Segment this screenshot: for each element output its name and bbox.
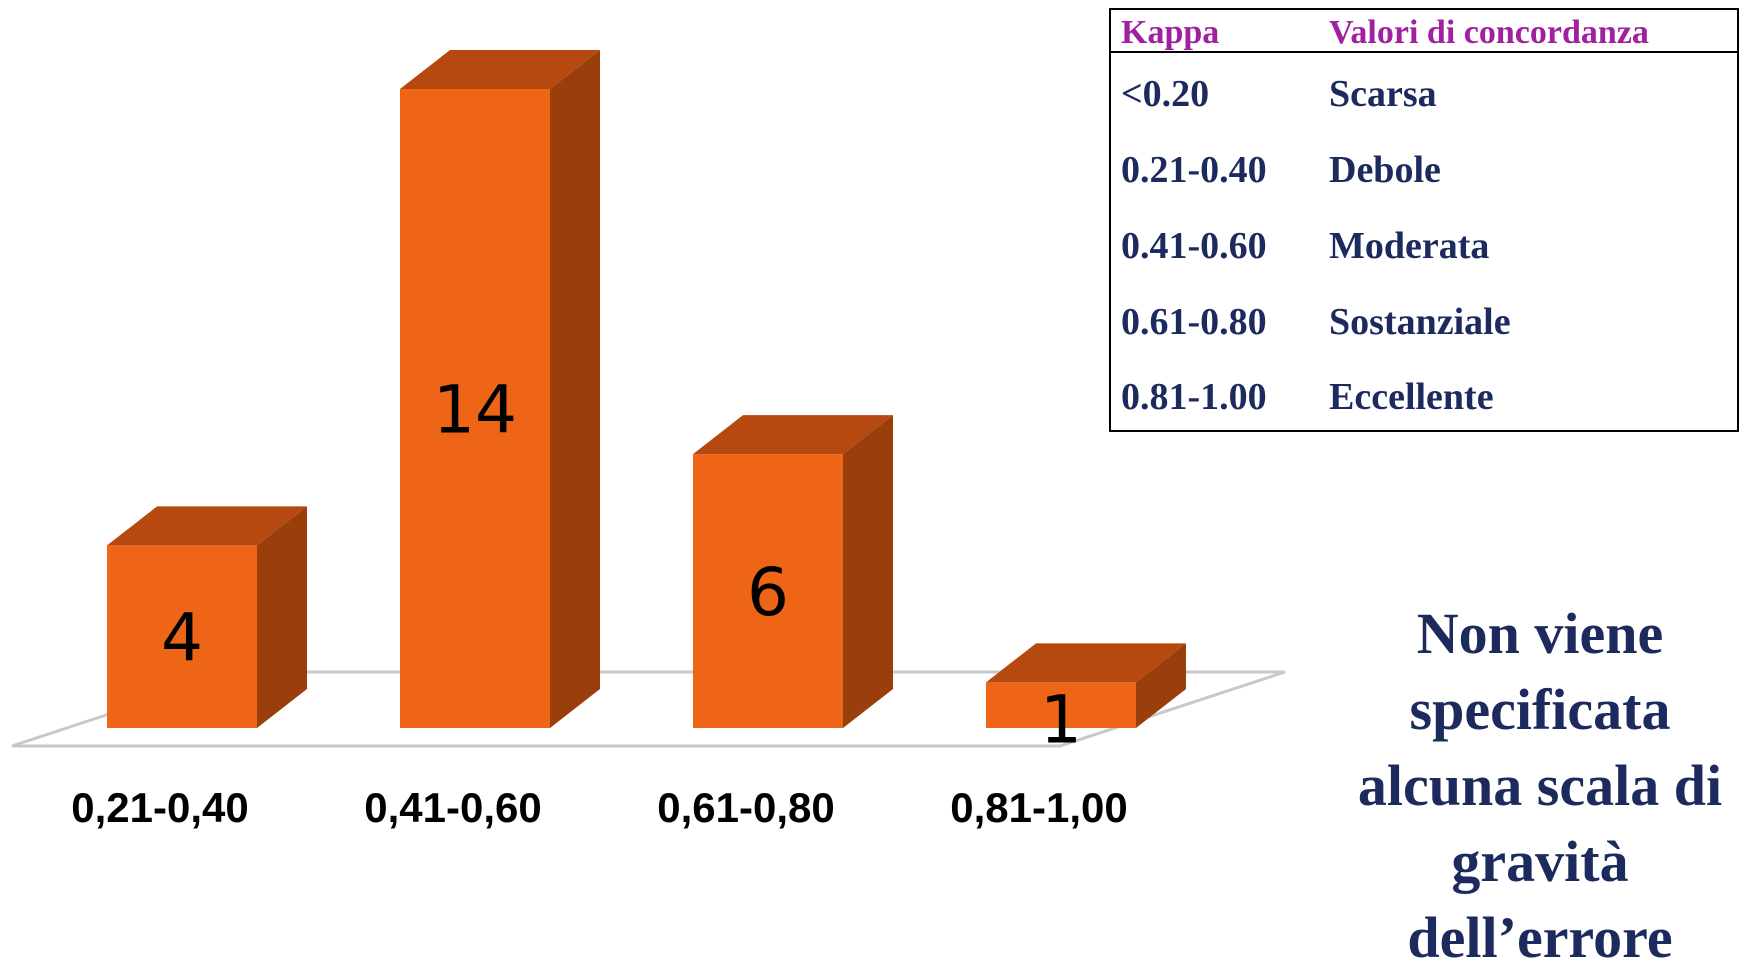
bar-top bbox=[986, 643, 1186, 683]
kappa-agreement: Sostanziale bbox=[1329, 301, 1511, 343]
bar-side bbox=[843, 415, 893, 728]
kappa-range: <0.20 bbox=[1121, 73, 1210, 115]
bar-side bbox=[1136, 643, 1186, 728]
kappa-range: 0.41-0.60 bbox=[1121, 225, 1267, 267]
bar-front bbox=[986, 682, 1136, 728]
bar-top bbox=[107, 506, 307, 546]
note-line: specificata bbox=[1409, 677, 1671, 742]
bar-front bbox=[400, 89, 550, 728]
kappa-range: 0.81-1.00 bbox=[1121, 376, 1267, 418]
data-label: 4 bbox=[161, 600, 203, 677]
bar bbox=[693, 415, 893, 728]
kappa-agreement: Moderata bbox=[1329, 225, 1490, 267]
note-line: Non viene bbox=[1416, 601, 1664, 666]
category-label: 0,61-0,80 bbox=[657, 784, 834, 831]
note-line: dell’errore bbox=[1407, 905, 1673, 970]
bar bbox=[107, 506, 307, 728]
kappa-legend-table: Kappa Valori di concordanza <0.20 Scarsa… bbox=[1109, 8, 1739, 432]
category-axis-labels: 0,21-0,40 0,41-0,60 0,61-0,80 0,81-1,00 bbox=[71, 784, 1127, 831]
kappa-table-header: Kappa Valori di concordanza bbox=[1111, 10, 1737, 53]
bar bbox=[400, 50, 600, 728]
note-line: alcuna scala di bbox=[1357, 753, 1723, 818]
category-label: 0,81-1,00 bbox=[950, 784, 1127, 831]
kappa-agreement: Scarsa bbox=[1329, 73, 1437, 115]
data-label: 14 bbox=[433, 372, 517, 449]
table-row: 0.81-1.00 Eccellente bbox=[1111, 361, 1737, 437]
bar-top bbox=[400, 50, 600, 89]
header-valori: Valori di concordanza bbox=[1329, 14, 1649, 51]
kappa-agreement: Eccellente bbox=[1329, 376, 1494, 418]
bar-side bbox=[550, 50, 600, 728]
kappa-range: 0.21-0.40 bbox=[1121, 149, 1267, 191]
bar-top bbox=[693, 415, 893, 455]
severity-scale-note: Non viene specificata alcuna scala di gr… bbox=[1330, 596, 1750, 976]
table-row: 0.41-0.60 Moderata bbox=[1111, 210, 1737, 286]
note-line: gravità bbox=[1451, 829, 1629, 894]
kappa-agreement: Debole bbox=[1329, 149, 1441, 191]
table-row: <0.20 Scarsa bbox=[1111, 58, 1737, 134]
data-label: 1 bbox=[1040, 681, 1082, 758]
category-label: 0,41-0,60 bbox=[364, 784, 541, 831]
bar-side bbox=[257, 506, 307, 728]
bar-front bbox=[693, 454, 843, 728]
category-label: 0,21-0,40 bbox=[71, 784, 248, 831]
bar-front bbox=[107, 545, 257, 728]
kappa-range: 0.61-0.80 bbox=[1121, 301, 1267, 343]
bar-chart: 4 14 6 1 0,21-0,40 0,41-0,60 0,61-0,80 0,81-1,… bbox=[11, 50, 1286, 831]
data-label: 6 bbox=[747, 554, 789, 631]
bar bbox=[986, 643, 1186, 728]
header-kappa: Kappa bbox=[1121, 14, 1220, 51]
bar-series: 4 14 6 1 bbox=[107, 50, 1186, 758]
table-row: 0.61-0.80 Sostanziale bbox=[1111, 286, 1737, 362]
table-row: 0.21-0.40 Debole bbox=[1111, 134, 1737, 210]
